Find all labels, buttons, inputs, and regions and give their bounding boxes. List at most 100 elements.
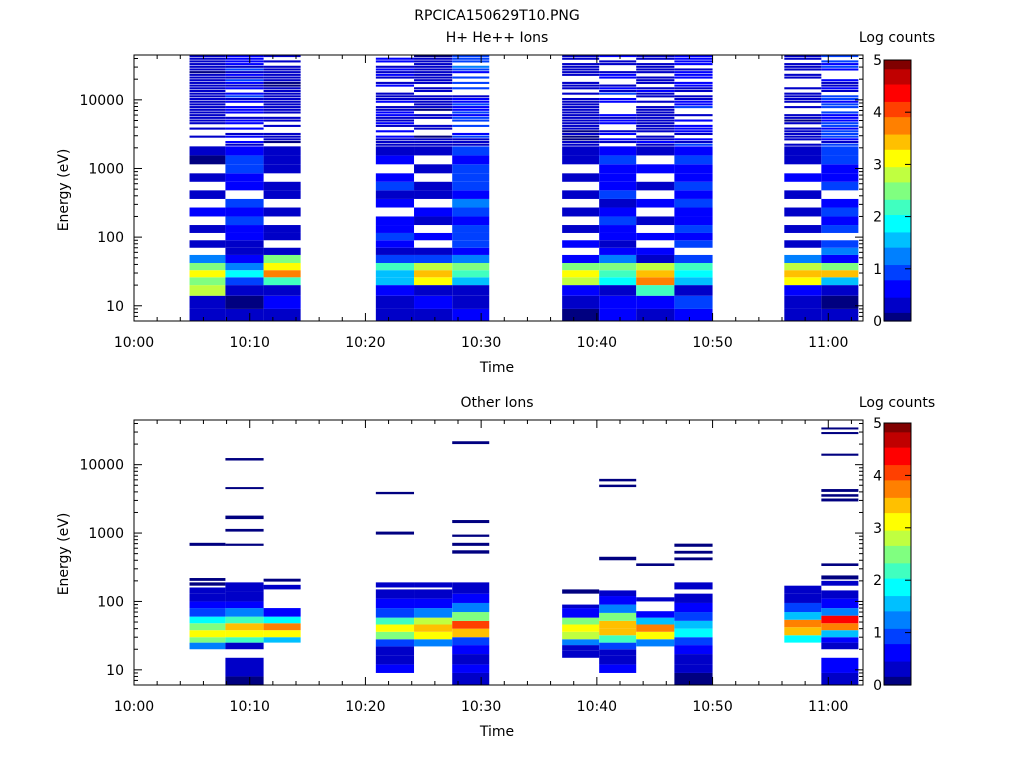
heatmap-cell: [189, 108, 226, 111]
heatmap-cell: [784, 207, 822, 217]
heatmap-cell: [784, 106, 822, 109]
heatmap-cell: [375, 655, 415, 665]
heatmap-cell: [375, 135, 415, 138]
heatmap-cell: [452, 550, 490, 554]
heatmap-cell: [784, 116, 822, 119]
heatmap-cell: [599, 119, 637, 122]
heatmap-cell: [189, 68, 226, 71]
heatmap-cell: [189, 79, 226, 82]
heatmap-cell: [784, 97, 822, 101]
heatmap-cell: [263, 623, 301, 631]
heatmap-cell: [189, 135, 226, 138]
colorbar-segment: [884, 667, 911, 671]
heatmap-cell: [784, 65, 822, 68]
y-tick-label: 1000: [88, 161, 124, 177]
colorbar-segment: [884, 619, 911, 623]
heatmap-cell: [414, 116, 453, 119]
heatmap-cell: [414, 631, 453, 640]
heatmap-cell: [674, 155, 713, 165]
heatmap-cell: [189, 173, 226, 182]
colorbar-segment: [884, 62, 911, 65]
heatmap-cell: [375, 308, 415, 321]
colorbar-segment: [884, 468, 911, 472]
heatmap-cell: [414, 598, 453, 609]
heatmap-cell: [414, 103, 453, 106]
heatmap-cell: [599, 590, 637, 597]
heatmap-cell: [452, 254, 490, 263]
colorbar-tick-label: 0: [873, 314, 882, 330]
heatmap-cell: [821, 642, 859, 650]
heatmap-cell: [452, 71, 490, 74]
colorbar-segment: [884, 86, 911, 89]
heatmap-cell: [414, 181, 453, 191]
heatmap-cell: [636, 232, 675, 241]
heatmap-cell: [562, 190, 600, 199]
heatmap-cell: [636, 130, 675, 133]
heatmap-cell: [562, 207, 600, 217]
heatmap-cell: [452, 308, 490, 321]
heatmap-cell: [375, 491, 415, 495]
heatmap-cell: [821, 672, 859, 685]
heatmap-cell: [562, 92, 600, 95]
colorbar-segment: [884, 453, 911, 457]
heatmap-cell: [674, 557, 713, 561]
heatmap-cell: [263, 76, 301, 79]
heatmap-cell: [452, 295, 490, 309]
heatmap-cell: [674, 81, 713, 84]
x-tick-label: 11:00: [808, 335, 848, 351]
colorbar-segment: [884, 580, 911, 583]
colorbar-segment: [884, 73, 911, 76]
heatmap-cell: [674, 57, 713, 60]
colorbar-frame: [883, 59, 912, 322]
heatmap-cell: [414, 247, 453, 255]
heatmap-cell: [599, 216, 637, 226]
heatmap-cell: [189, 225, 226, 233]
heatmap-cell: [599, 247, 637, 255]
heatmap-cell: [189, 55, 226, 58]
colorbar-segment: [884, 236, 911, 239]
heatmap-cell: [821, 494, 859, 497]
heatmap-cell: [263, 285, 301, 296]
x-tick-label: 10:00: [114, 699, 154, 715]
x-tick-label: 10:50: [692, 335, 732, 351]
colorbar-segment: [884, 101, 911, 105]
heatmap-cell: [225, 277, 264, 286]
heatmap-cell: [414, 624, 453, 632]
colorbar-segment: [884, 242, 911, 246]
heatmap-cell: [375, 247, 415, 255]
colorbar-segment: [884, 318, 911, 322]
heatmap-cell: [263, 119, 301, 122]
heatmap-cell: [263, 71, 301, 74]
heatmap-cell: [599, 285, 637, 296]
heatmap-cell: [784, 68, 822, 71]
heatmap-cell: [225, 528, 264, 532]
heatmap-cell: [562, 624, 600, 632]
heatmap-cell: [562, 127, 600, 130]
heatmap-cell: [189, 122, 226, 125]
heatmap-cell: [599, 642, 637, 650]
colorbar-segment: [884, 107, 911, 111]
heatmap-cell: [636, 308, 675, 321]
heatmap-cell: [452, 593, 490, 603]
heatmap-cell: [784, 132, 822, 136]
colorbar-segment: [884, 179, 911, 183]
heatmap-cell: [784, 138, 822, 141]
heatmap-cell: [562, 262, 600, 271]
heatmap-cell: [263, 81, 301, 84]
heatmap-cell: [821, 254, 859, 263]
heatmap-cell: [414, 108, 453, 111]
heatmap-cell: [784, 63, 822, 66]
heatmap-cell: [263, 164, 301, 174]
colorbar-segment: [884, 218, 911, 222]
heatmap-cell: [821, 65, 859, 68]
heatmap-cell: [189, 582, 226, 586]
colorbar-segment: [884, 634, 911, 638]
heatmap-cell: [821, 270, 859, 278]
heatmap-cell: [674, 198, 713, 208]
heatmap-cell: [189, 285, 226, 296]
heatmap-cell: [189, 270, 226, 278]
panel-title-h-he-ions: H+ He++ Ions: [446, 30, 549, 46]
colorbar-segment: [884, 266, 911, 270]
heatmap-cell: [225, 73, 264, 76]
heatmap-cell: [225, 198, 264, 208]
